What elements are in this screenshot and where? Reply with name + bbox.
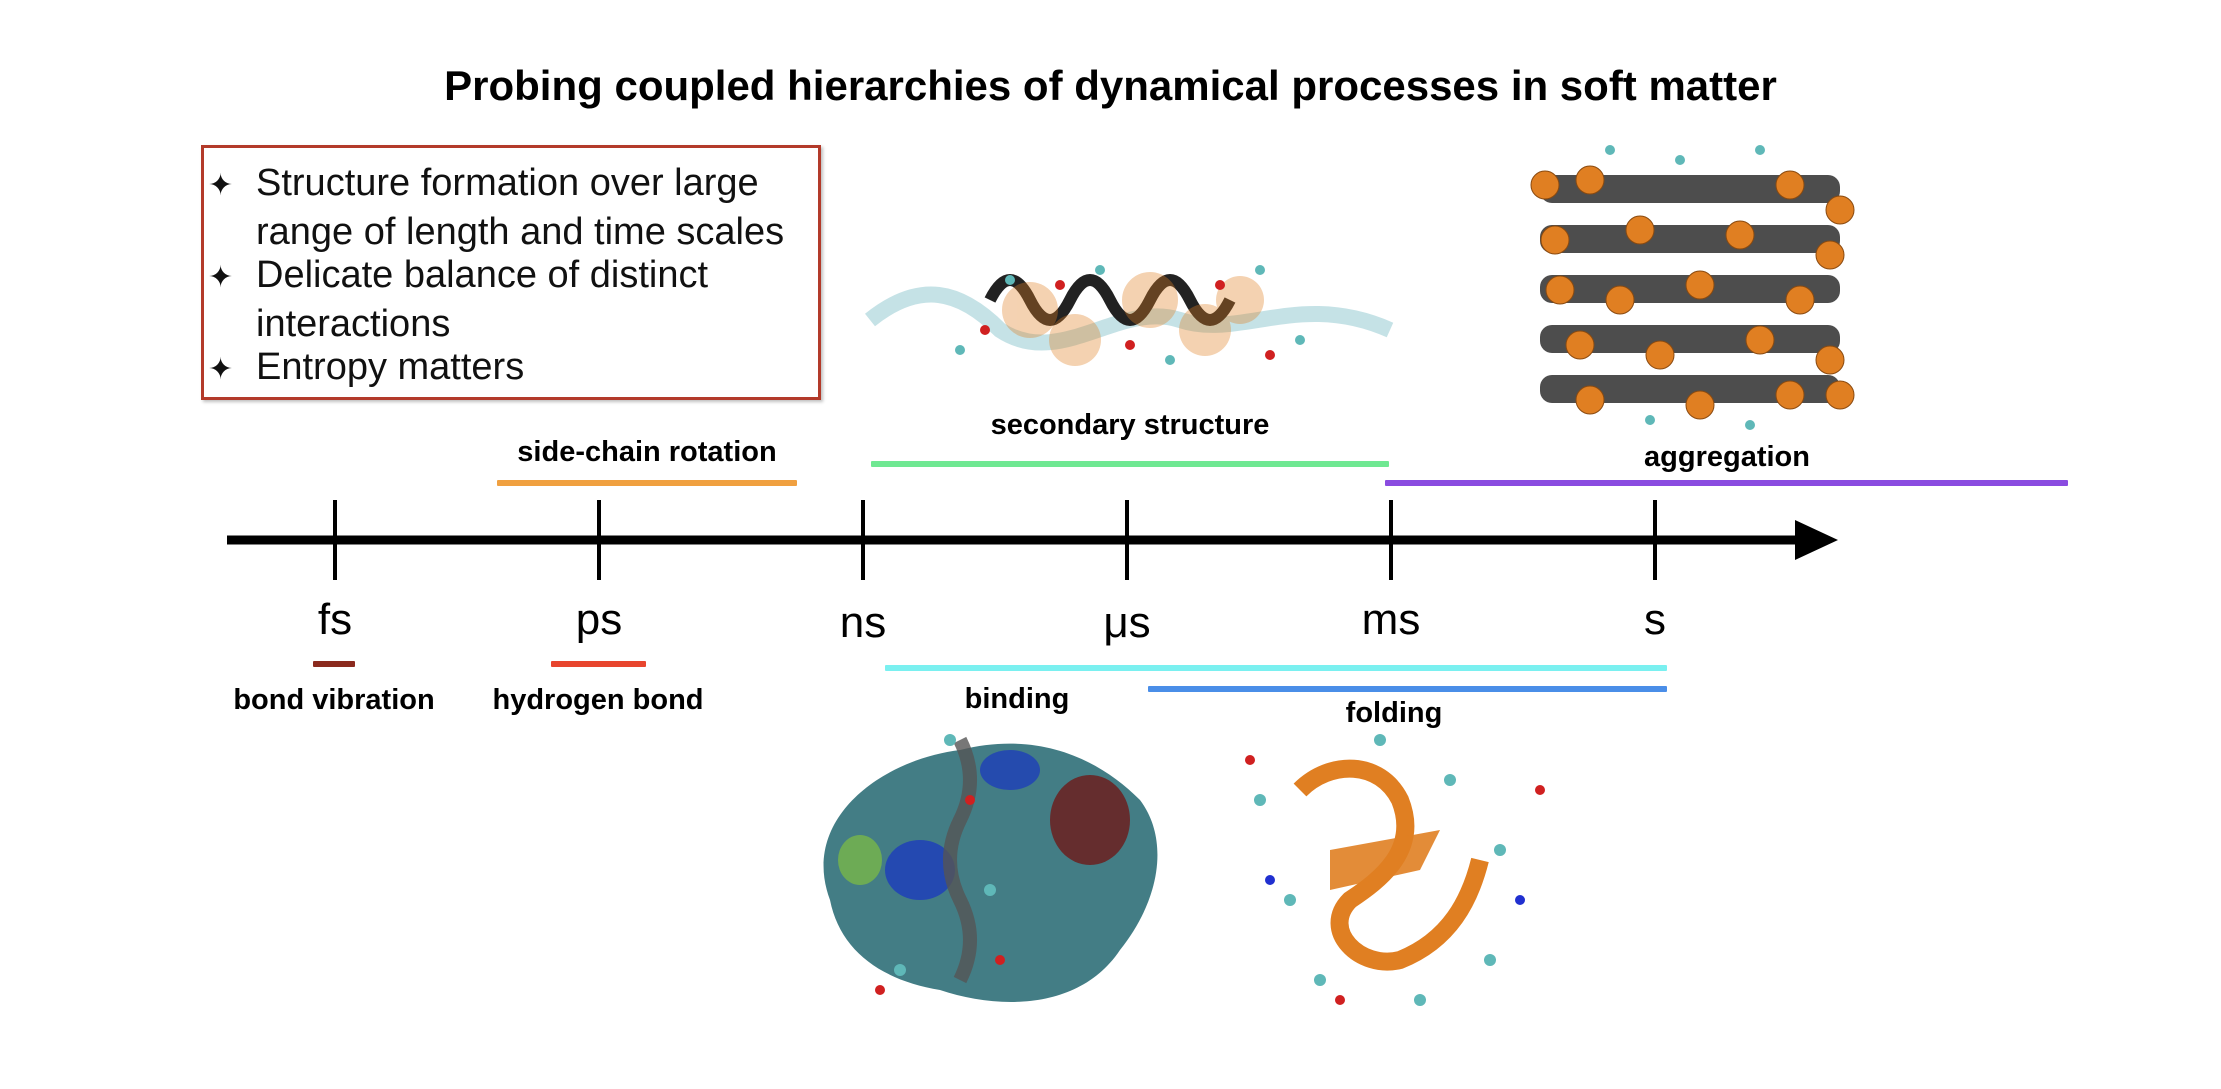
secondary-structure-range-bar <box>871 461 1389 467</box>
bullet-text: Structure formation over large <box>256 162 759 204</box>
page-title: Probing coupled hierarchies of dynamical… <box>444 62 1777 109</box>
hydrogen-bond-range-bar <box>551 661 646 667</box>
bullet-text: Entropy matters <box>256 346 525 388</box>
hydrogen-bond-label: hydrogen bond <box>492 684 704 716</box>
axis-tick-label: ns <box>839 598 887 647</box>
binding-label: binding <box>964 683 1070 715</box>
aggregation-range-bar <box>1385 480 2068 486</box>
secondary-structure-label: secondary structure <box>990 409 1270 441</box>
bond-vibration-label: bond vibration <box>233 684 435 716</box>
axis-tick-label: μs <box>1103 598 1151 647</box>
aggregation-label: aggregation <box>1644 441 1810 473</box>
star-icon: ✦ <box>208 261 234 294</box>
folding-range-bar <box>1148 686 1667 692</box>
axis-ticks <box>333 500 1657 580</box>
axis-tick-label: s <box>1644 595 1666 644</box>
arrowhead-icon <box>1795 520 1838 560</box>
folding-molecule-image <box>1245 734 1545 1006</box>
star-icon: ✦ <box>208 353 234 386</box>
folding-label: folding <box>1345 697 1443 729</box>
binding-molecule-image <box>823 734 1158 1002</box>
binding-range-bar <box>885 665 1667 671</box>
helix-molecule-image <box>865 265 1394 366</box>
bullet-text: range of length and time scales <box>256 211 785 253</box>
key-points-box: ✦ Structure formation over large range of… <box>201 145 821 400</box>
aggregation-molecule-image <box>1530 145 1855 430</box>
bullet-item: ✦ Entropy matters <box>208 344 524 393</box>
bullet-text: interactions <box>256 303 451 345</box>
star-icon: ✦ <box>208 169 234 202</box>
bond-vibration-range-bar <box>313 661 355 667</box>
axis-tick-label: fs <box>317 595 353 644</box>
side-chain-rotation-label: side-chain rotation <box>517 436 777 468</box>
axis-tick-label: ms <box>1361 595 1421 644</box>
bullet-text: Delicate balance of distinct <box>256 254 709 296</box>
axis-tick-label: ps <box>575 595 623 644</box>
side-chain-rotation-range-bar <box>497 480 797 486</box>
bullet-item: ✦ Structure formation over large range of… <box>208 160 784 255</box>
time-axis <box>227 500 1838 580</box>
bullet-item: ✦ Delicate balance of distinct interactio… <box>208 252 708 347</box>
